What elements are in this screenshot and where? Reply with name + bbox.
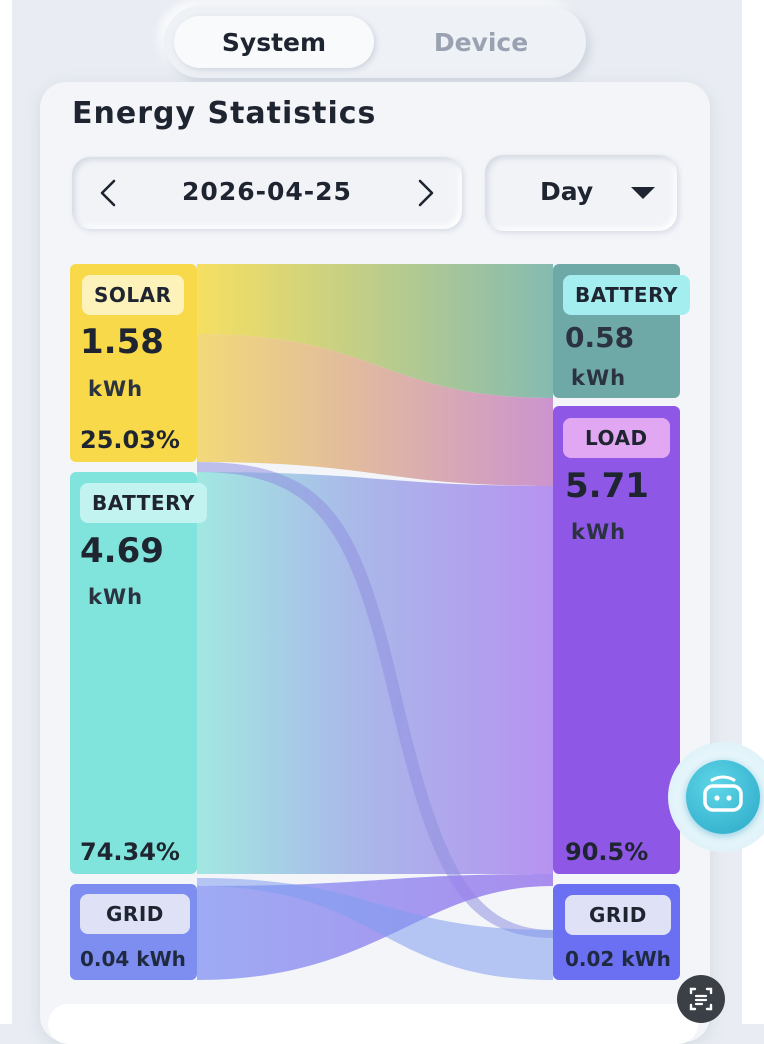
solar-percent: 25.03% [80, 426, 180, 454]
battery-source-percent: 74.34% [80, 838, 180, 866]
period-select[interactable]: Day [485, 155, 677, 231]
battery-source-unit: kWh [88, 585, 144, 609]
tab-system[interactable]: System [174, 16, 374, 68]
scan-text-icon [689, 987, 713, 1011]
load-percent: 90.5% [565, 838, 649, 866]
scan-text-button[interactable] [677, 975, 725, 1023]
next-card [48, 1004, 698, 1044]
node-battery-source [70, 472, 197, 874]
left-edge [0, 0, 12, 1024]
page-title: Energy Statistics [72, 96, 377, 131]
period-select-value: Day [540, 177, 594, 206]
grid-dest-label: GRID [565, 895, 671, 935]
flow-battery-to-load [197, 472, 553, 874]
assistant-floating-button[interactable] [668, 742, 764, 852]
load-unit: kWh [571, 520, 627, 544]
grid-source-value: 0.04 kWh [80, 947, 186, 971]
solar-label: SOLAR [82, 275, 184, 315]
node-load [553, 406, 680, 874]
caret-down-icon [631, 187, 655, 199]
solar-value: 1.58 [80, 322, 164, 362]
date-picker: 2026-04-25 [72, 157, 462, 229]
load-value: 5.71 [565, 466, 649, 506]
view-tab-switch: System Device [164, 6, 586, 78]
chat-bot-icon [686, 760, 760, 834]
battery-dest-label: BATTERY [563, 275, 690, 315]
tab-device[interactable]: Device [433, 27, 529, 57]
battery-source-label: BATTERY [80, 483, 207, 523]
load-label: LOAD [563, 418, 670, 458]
grid-dest-value: 0.02 kWh [565, 947, 671, 971]
flow-solar-to-load [197, 334, 553, 486]
grid-source-label: GRID [80, 894, 190, 934]
battery-dest-unit: kWh [571, 366, 627, 390]
flow-grid-to-grid [197, 878, 553, 980]
flow-solar-to-battery [197, 264, 553, 398]
selected-date[interactable]: 2026-04-25 [182, 177, 352, 206]
battery-source-value: 4.69 [80, 531, 164, 571]
chevron-right-icon[interactable] [406, 175, 442, 211]
chevron-left-icon[interactable] [92, 175, 128, 211]
solar-unit: kWh [88, 377, 144, 401]
battery-dest-value: 0.58 [565, 321, 635, 354]
